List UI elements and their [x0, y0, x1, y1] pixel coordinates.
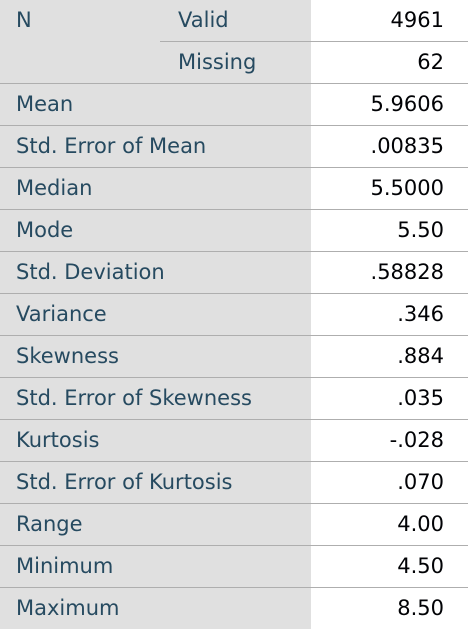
- row-label-range: Range: [0, 503, 310, 546]
- row-value-maximum: 8.50: [309, 587, 468, 629]
- row-value-kurtosis: -.028: [309, 419, 468, 462]
- table-row-n-missing: Missing 62: [0, 41, 468, 84]
- row-label-n: N: [0, 0, 160, 84]
- row-value-minimum: 4.50: [309, 545, 468, 588]
- row-value-variance: .346: [309, 293, 468, 336]
- row-value-std-error-kurtosis: .070: [309, 461, 468, 504]
- table-row-variance: Variance .346: [0, 293, 468, 336]
- table-row-std-error-mean: Std. Error of Mean .00835: [0, 125, 468, 168]
- row-value-mean: 5.9606: [309, 83, 468, 126]
- row-label-std-error-mean: Std. Error of Mean: [0, 125, 310, 168]
- row-value-std-deviation: .58828: [309, 251, 468, 294]
- row-value-missing: 62: [309, 41, 468, 84]
- table-row-std-error-kurtosis: Std. Error of Kurtosis .070: [0, 461, 468, 504]
- row-sublabel-valid: Valid: [160, 0, 310, 42]
- row-label-median: Median: [0, 167, 310, 210]
- row-label-maximum: Maximum: [0, 587, 310, 629]
- table-row-median: Median 5.5000: [0, 167, 468, 210]
- table-row-skewness: Skewness .884: [0, 335, 468, 378]
- row-label-std-error-skewness: Std. Error of Skewness: [0, 377, 310, 420]
- row-label-skewness: Skewness: [0, 335, 310, 378]
- row-value-std-error-mean: .00835: [309, 125, 468, 168]
- table-row-mean: Mean 5.9606: [0, 83, 468, 126]
- row-label-variance: Variance: [0, 293, 310, 336]
- row-value-valid: 4961: [309, 0, 468, 42]
- table-row-std-deviation: Std. Deviation .58828: [0, 251, 468, 294]
- row-value-mode: 5.50: [309, 209, 468, 252]
- row-sublabel-missing: Missing: [160, 41, 310, 84]
- table-row-std-error-skewness: Std. Error of Skewness .035: [0, 377, 468, 420]
- table-row-kurtosis: Kurtosis -.028: [0, 419, 468, 462]
- table-row-range: Range 4.00: [0, 503, 468, 546]
- table-row-mode: Mode 5.50: [0, 209, 468, 252]
- row-label-kurtosis: Kurtosis: [0, 419, 310, 462]
- row-label-std-deviation: Std. Deviation: [0, 251, 310, 294]
- table-row-n-valid: N Valid 4961: [0, 0, 468, 84]
- table-row-maximum: Maximum 8.50: [0, 587, 468, 629]
- row-label-mode: Mode: [0, 209, 310, 252]
- row-label-mean: Mean: [0, 83, 310, 126]
- row-value-skewness: .884: [309, 335, 468, 378]
- row-value-median: 5.5000: [309, 167, 468, 210]
- row-value-range: 4.00: [309, 503, 468, 546]
- row-value-std-error-skewness: .035: [309, 377, 468, 420]
- table-row-minimum: Minimum 4.50: [0, 545, 468, 588]
- row-label-minimum: Minimum: [0, 545, 310, 588]
- row-label-std-error-kurtosis: Std. Error of Kurtosis: [0, 461, 310, 504]
